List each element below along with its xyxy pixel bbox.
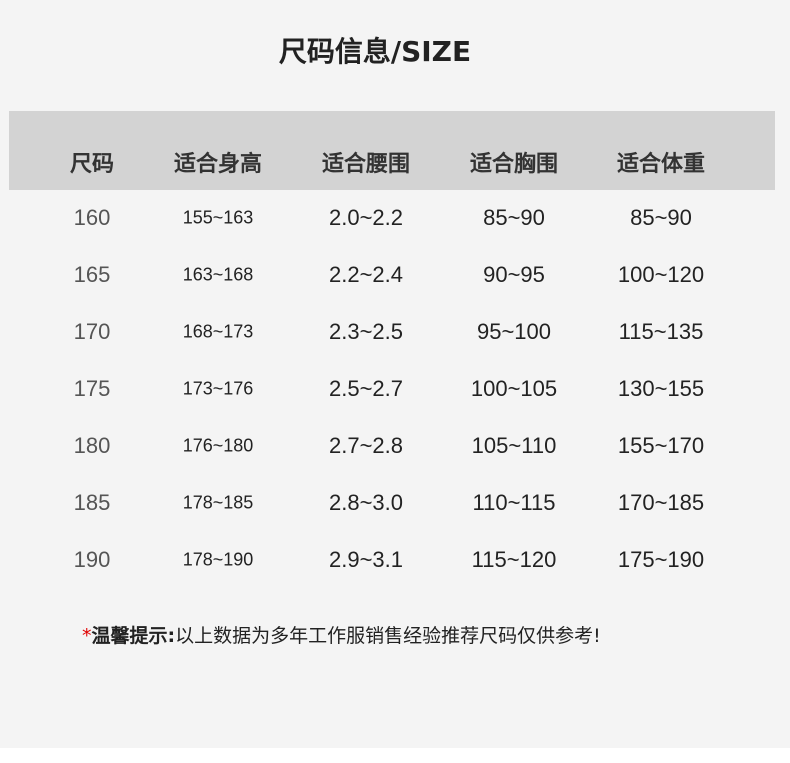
column-header: 适合身高 [173, 152, 263, 177]
tip-note: *温馨提示:以上数据为多年工作服销售经验推荐尺码仅供参考! [82, 621, 601, 648]
table-cell: 130~155 [617, 376, 705, 401]
table-cell: 178~190 [182, 549, 254, 570]
table-cell: 160 [73, 205, 111, 230]
table-cell: 85~90 [483, 205, 545, 230]
table-cell: 190 [73, 547, 111, 572]
tip-text: 以上数据为多年工作服销售经验推荐尺码仅供参考! [175, 625, 601, 647]
table-cell: 115~135 [618, 319, 704, 344]
tip-label: 温馨提示: [91, 625, 176, 647]
table-cell: 100~105 [470, 376, 558, 401]
table-cell: 2.9~3.1 [328, 547, 404, 572]
table-cell: 95~100 [476, 319, 552, 344]
table-cell: 155~163 [182, 207, 254, 228]
table-cell: 85~90 [630, 205, 692, 230]
table-cell: 90~95 [483, 262, 545, 287]
table-cell: 105~110 [471, 433, 557, 458]
table-cell: 2.8~3.0 [328, 490, 404, 515]
table-cell: 176~180 [182, 435, 254, 456]
table-cell: 2.5~2.7 [328, 376, 404, 401]
page-title: 尺码信息/SIZE [278, 35, 472, 68]
table-cell: 100~120 [617, 262, 705, 287]
table-cell: 185 [73, 490, 111, 515]
column-header: 适合腰围 [321, 152, 411, 177]
table-cell: 168~173 [182, 321, 254, 342]
table-cell: 115~120 [471, 547, 557, 572]
column-header: 尺码 [69, 152, 115, 177]
table-header-band [9, 111, 775, 190]
table-cell: 2.2~2.4 [328, 262, 404, 287]
column-header: 适合体重 [616, 152, 706, 177]
column-header: 适合胸围 [469, 152, 559, 177]
table-cell: 2.3~2.5 [328, 319, 404, 344]
table-cell: 175 [73, 376, 111, 401]
table-cell: 110~115 [472, 490, 556, 515]
table-cell: 165 [73, 262, 111, 287]
table-cell: 180 [73, 433, 111, 458]
table-cell: 170 [73, 319, 111, 344]
table-cell: 175~190 [617, 547, 705, 572]
table-cell: 155~170 [617, 433, 705, 458]
table-cell: 170~185 [617, 490, 705, 515]
table-cell: 178~185 [182, 492, 254, 513]
table-cell: 2.7~2.8 [328, 433, 404, 458]
table-cell: 173~176 [182, 378, 254, 399]
table-cell: 2.0~2.2 [328, 205, 404, 230]
asterisk: * [82, 625, 92, 647]
table-cell: 163~168 [182, 264, 254, 285]
